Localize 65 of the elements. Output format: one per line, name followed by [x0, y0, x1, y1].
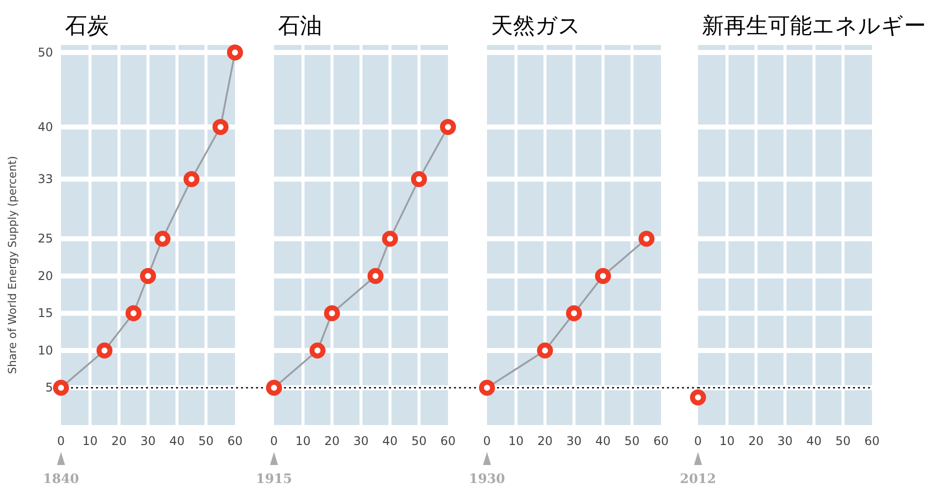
x-tick-label: 20 — [537, 434, 553, 448]
text: 1930 — [468, 472, 506, 487]
point — [382, 230, 398, 247]
x-tick-label: 60 — [864, 434, 880, 448]
point — [227, 44, 243, 60]
x-tick-label: 30 — [353, 434, 369, 448]
y-tick-label: 10 — [38, 343, 53, 358]
text: 1840 — [42, 472, 80, 487]
y-tick-label: 40 — [38, 120, 53, 134]
chart-title: 新再生可能エネルギー — [702, 14, 926, 39]
x-tick-label: 60 — [653, 434, 669, 448]
x-tick-label: 40 — [595, 434, 611, 448]
x-tick-label: 50 — [198, 434, 214, 448]
y-tick-label: 25 — [38, 232, 53, 246]
y-tick-label: 5 — [45, 380, 53, 395]
x-tick-label: 10 — [719, 434, 735, 448]
point — [479, 380, 495, 396]
text: 1915 — [256, 472, 292, 487]
point — [638, 230, 654, 247]
x-tick-label: 0 — [57, 434, 65, 448]
point — [140, 268, 156, 284]
point — [411, 171, 427, 188]
point — [537, 342, 553, 358]
x-tick-label: 60 — [227, 434, 243, 448]
x-tick-label: 50 — [411, 434, 427, 448]
x-tick-label: 0 — [694, 434, 702, 448]
y-tick-label: 15 — [38, 306, 53, 320]
x-tick-label: 20 — [324, 434, 340, 448]
x-tick-label: 40 — [806, 434, 822, 448]
x-tick-label: 10 — [508, 434, 524, 448]
y-tick-label: 50 — [38, 45, 53, 60]
text: 2012 — [680, 472, 716, 487]
x-tick-label: 40 — [169, 434, 185, 448]
chart-title: 石炭 — [65, 14, 109, 39]
point — [184, 171, 200, 188]
chart-title: 石油 — [278, 14, 322, 39]
x-tick-label: 20 — [111, 434, 127, 448]
x-tick-label: 30 — [140, 434, 156, 448]
point — [310, 342, 326, 358]
point — [266, 380, 282, 396]
x-tick-label: 60 — [440, 434, 456, 448]
x-tick-label: 10 — [295, 434, 311, 448]
point — [96, 342, 112, 358]
point — [53, 380, 69, 396]
x-tick-label: 50 — [835, 434, 851, 448]
x-tick-label: 40 — [382, 434, 398, 448]
point — [126, 305, 142, 322]
x-tick-label: 0 — [483, 434, 491, 448]
x-tick-label: 50 — [624, 434, 640, 448]
chart-title: 天然ガス — [491, 14, 581, 39]
x-tick-label: 30 — [566, 434, 582, 448]
point — [324, 305, 340, 322]
point — [595, 268, 611, 284]
x-tick-label: 10 — [82, 434, 98, 448]
x-tick-label: 0 — [270, 434, 278, 448]
point — [440, 118, 456, 135]
x-tick-label: 30 — [777, 434, 793, 448]
x-tick-label: 20 — [748, 434, 764, 448]
y-tick-label: 20 — [38, 268, 53, 283]
point — [212, 118, 228, 135]
point — [368, 268, 384, 284]
y-axis-title: Share of World Energy Supply (percent) — [6, 156, 19, 374]
y-tick-label: 33 — [38, 172, 53, 186]
point — [154, 230, 170, 247]
point — [566, 305, 582, 322]
